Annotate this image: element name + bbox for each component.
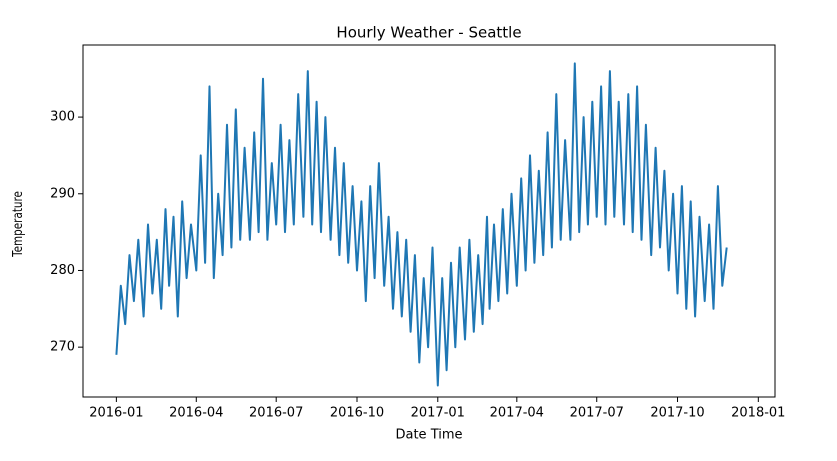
y-tick-label: 290 <box>50 186 75 201</box>
x-axis-label: Date Time <box>395 428 462 443</box>
x-tick-label: 2017-10 <box>650 406 704 421</box>
x-tick-label: 2017-01 <box>411 406 465 421</box>
chart-title: Hourly Weather - Seattle <box>336 24 521 42</box>
line <box>115 62 728 387</box>
x-tick-label: 2017-04 <box>490 406 544 421</box>
y-axis-label: Temperature <box>10 191 25 258</box>
x-tick-label: 2016-04 <box>169 406 223 421</box>
x-tick-label: 2016-01 <box>89 406 143 421</box>
y-tick-label: 270 <box>50 340 75 355</box>
plot-frame <box>82 44 776 398</box>
x-tick-label: 2016-07 <box>249 406 303 421</box>
y-tick-label: 300 <box>50 110 75 125</box>
x-tick-label: 2018-01 <box>731 406 785 421</box>
y-tick-label: 280 <box>50 263 75 278</box>
x-tick-label: 2016-10 <box>330 406 384 421</box>
x-tick-label: 2017-07 <box>570 406 624 421</box>
